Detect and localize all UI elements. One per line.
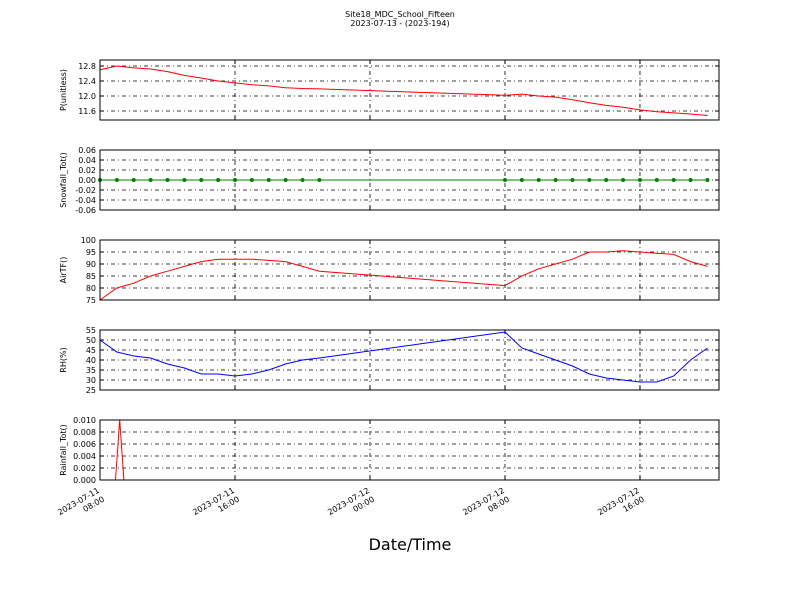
y-tick-label: 0.008 (73, 428, 96, 437)
y-axis-label: Snowfall_Tot() (59, 152, 68, 208)
y-tick-label: 12.0 (78, 92, 96, 101)
y-tick-label: 90 (86, 260, 96, 269)
y-tick-label: 0.004 (73, 452, 96, 461)
data-point (705, 178, 710, 182)
data-point (249, 178, 254, 182)
data-point (519, 178, 524, 182)
plot-frame (99, 149, 720, 211)
y-tick-label: 50 (86, 336, 96, 345)
data-point (587, 178, 592, 182)
data-point (502, 178, 507, 182)
y-tick-label: 0.002 (73, 464, 96, 473)
y-tick-label: 12.4 (78, 77, 96, 86)
y-tick-label: 95 (86, 248, 96, 257)
x-tick-label: 2023-07-1108:00 (56, 486, 106, 526)
plot-area (100, 420, 719, 480)
y-axis-label: AirTF() (59, 257, 68, 284)
y-axis-label: RH(%) (59, 347, 68, 372)
data-point (182, 178, 187, 182)
data-line (99, 65, 708, 116)
data-point (232, 178, 237, 182)
plot-frame (99, 329, 720, 391)
data-point (317, 178, 322, 182)
y-tick-label: 30 (86, 376, 96, 385)
chart-subtitle: 2023-07-13 - (2023-194) (350, 19, 449, 28)
plot-frame (99, 419, 720, 481)
data-point (148, 178, 153, 182)
plot-frame (99, 59, 720, 121)
y-tick-label: -0.04 (75, 196, 96, 205)
y-tick-label: 35 (86, 366, 96, 375)
y-tick-label: 40 (86, 356, 96, 365)
y-axis-label: Rainfall_Tot() (59, 424, 68, 476)
x-tick-label: 2023-07-1200:00 (326, 486, 376, 526)
y-tick-label: 12.8 (78, 62, 96, 71)
data-point (637, 178, 642, 182)
chart-title: Site18_MDC_School_Fifteen (345, 10, 455, 19)
data-point (604, 178, 609, 182)
data-point (553, 178, 558, 182)
data-line (99, 331, 708, 383)
data-point (654, 178, 659, 182)
x-axis-label: Date/Time (369, 535, 452, 554)
data-line (99, 250, 708, 301)
y-tick-label: 85 (86, 272, 96, 281)
data-point (621, 178, 626, 182)
data-point (283, 178, 288, 182)
data-point (688, 178, 693, 182)
y-tick-label: 100 (81, 236, 96, 245)
y-axis-label: P(unitless) (59, 69, 68, 111)
data-point (671, 178, 676, 182)
y-tick-label: 0.010 (73, 416, 96, 425)
x-tick-label: 2023-07-1116:00 (191, 486, 241, 526)
y-tick-label: 45 (86, 346, 96, 355)
data-point (114, 178, 119, 182)
data-point (216, 178, 221, 182)
data-point (199, 178, 204, 182)
plot-area (100, 60, 719, 120)
plot-area (100, 240, 719, 300)
data-point (131, 178, 136, 182)
y-tick-label: 0.06 (78, 146, 96, 155)
plot-frame (99, 239, 720, 301)
data-point (570, 178, 575, 182)
y-tick-label: 0.02 (78, 166, 96, 175)
y-tick-label: 25 (86, 386, 96, 395)
y-tick-label: 0.00 (78, 176, 96, 185)
y-tick-label: -0.02 (75, 186, 96, 195)
data-point (165, 178, 170, 182)
x-tick-label: 2023-07-1216:00 (596, 486, 646, 526)
x-tick-label: 2023-07-1208:00 (461, 486, 511, 526)
data-point (536, 178, 541, 182)
y-tick-label: 75 (86, 296, 96, 305)
y-tick-label: 0.04 (78, 156, 96, 165)
data-point (300, 178, 305, 182)
y-tick-label: 55 (86, 326, 96, 335)
y-tick-label: 80 (86, 284, 96, 293)
y-tick-label: -0.06 (75, 206, 96, 215)
y-tick-label: 11.6 (78, 107, 96, 116)
y-tick-label: 0.000 (73, 476, 96, 485)
y-tick-label: 0.006 (73, 440, 96, 449)
data-point (266, 178, 271, 182)
